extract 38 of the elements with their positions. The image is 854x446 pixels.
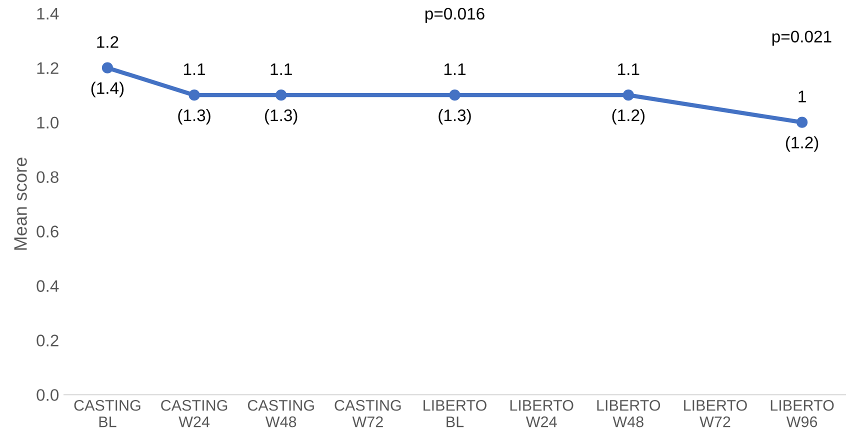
annotation: (1.4) — [91, 82, 124, 98]
data-label: 1 — [798, 90, 806, 102]
data-label: 1.1 — [270, 64, 292, 75]
x-tick-label: LIBERTO BL — [424, 400, 486, 428]
point — [796, 116, 808, 128]
y-tick-label: 0.2 — [36, 334, 58, 346]
point — [188, 90, 200, 101]
y-tick-label: 0.4 — [36, 280, 59, 292]
data-label: 1.1 — [618, 64, 640, 75]
x-tick-label: LIBERTO W96 — [770, 400, 834, 428]
x-tick-label: CASTING BL — [74, 400, 140, 428]
annotation: (1.2) — [612, 108, 645, 125]
annotation: (1.2) — [786, 136, 818, 152]
y-tick-label: 0.6 — [36, 226, 58, 238]
annotation: (1.3) — [265, 108, 298, 125]
x-tick-label: CASTING W72 — [334, 400, 401, 428]
y-tick-label: 1.4 — [37, 8, 59, 20]
x-tick-label: LIBERTO W24 — [510, 400, 574, 428]
annotation: p=0.016 — [425, 8, 484, 23]
x-tick-label: CASTING W24 — [161, 400, 228, 428]
data-label: 1.2 — [97, 36, 118, 48]
data-label: 1.1 — [444, 64, 466, 75]
data-label: 1.1 — [184, 64, 206, 75]
annotation: (1.3) — [438, 108, 471, 125]
y-tick-label: 1.0 — [37, 116, 59, 129]
annotation: (1.3) — [178, 108, 210, 125]
point — [622, 90, 634, 101]
y-tick-label: 0.8 — [36, 171, 58, 184]
point — [102, 62, 114, 74]
x-tick-label: LIBERTO W48 — [597, 400, 660, 428]
y-axis-title: Mean score — [14, 158, 27, 250]
y-tick-label: 0.0 — [36, 389, 59, 401]
y-tick-label: 1.2 — [37, 62, 58, 74]
point — [276, 90, 287, 101]
annotation: p=0.021 — [772, 30, 832, 46]
x-tick-label: CASTING W48 — [248, 400, 314, 428]
x-tick-label: LIBERTO W72 — [684, 400, 747, 428]
point — [449, 90, 460, 101]
